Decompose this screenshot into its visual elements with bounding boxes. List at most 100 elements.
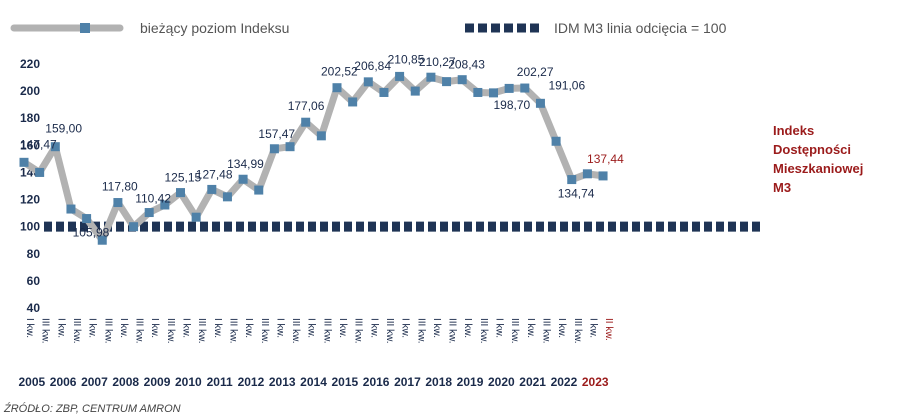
data-point	[520, 83, 530, 93]
year-label: 2011	[207, 375, 233, 389]
quarter-tick-label: III kw.	[227, 318, 238, 344]
year-label: 2014	[300, 375, 327, 389]
y-tick-label: 80	[27, 247, 41, 261]
quarter-tick-label: III kw.	[102, 318, 113, 344]
year-label: 2005	[18, 375, 45, 389]
quarter-tick-label: I kw.	[181, 318, 192, 338]
data-point	[129, 222, 139, 232]
quarter-tick-label: III kw.	[196, 318, 207, 344]
year-label: 2021	[519, 375, 546, 389]
data-point	[97, 235, 107, 245]
year-label: 2022	[551, 375, 578, 389]
side-annotation-line: M3	[773, 180, 791, 195]
quarter-tick-label: I kw.	[212, 318, 223, 338]
data-point	[410, 86, 420, 96]
data-point	[19, 157, 29, 167]
data-label: 147,47	[20, 137, 57, 151]
quarter-tick-label: III kw.	[540, 318, 551, 344]
quarter-tick-label: I kw.	[306, 318, 317, 338]
data-point	[285, 142, 295, 152]
legend-series-label: bieżący poziom Indeksu	[140, 20, 289, 36]
data-label: 159,00	[45, 122, 82, 136]
quarter-tick-label: III kw.	[321, 318, 332, 344]
data-point	[316, 131, 326, 141]
side-annotation-line: Indeks	[773, 123, 814, 138]
data-label: 105,98	[73, 226, 110, 240]
legend-series-marker	[80, 23, 90, 33]
quarter-tick-label: III kw.	[509, 318, 520, 344]
data-point	[269, 144, 279, 154]
data-label: 210,85	[388, 52, 425, 66]
series-markers	[19, 71, 608, 245]
data-point	[254, 185, 264, 195]
year-label: 2020	[488, 375, 515, 389]
quarter-tick-label: III kw.	[384, 318, 395, 344]
data-point	[457, 75, 467, 85]
year-label: 2015	[331, 375, 358, 389]
data-point	[82, 214, 92, 224]
data-label: 210,27	[419, 55, 456, 69]
quarter-tick-label: I kw.	[525, 318, 536, 338]
legend-threshold-label: IDM M3 linia odcięcia = 100	[554, 20, 727, 36]
data-point	[473, 87, 483, 97]
quarter-tick-label: I kw.	[494, 318, 505, 338]
quarter-tick-label: I kw.	[431, 318, 442, 338]
quarter-tick-label: I kw.	[587, 318, 598, 338]
source-note: ŹRÓDŁO: ZBP, CENTRUM AMRON	[3, 402, 181, 415]
y-tick-label: 60	[27, 274, 41, 288]
y-tick-label: 180	[20, 111, 40, 125]
data-point	[222, 192, 232, 202]
year-label: 2012	[238, 375, 265, 389]
quarter-tick-label: III kw.	[259, 318, 270, 344]
data-point	[567, 175, 577, 185]
y-tick-label: 100	[20, 220, 40, 234]
year-label: 2008	[112, 375, 139, 389]
year-label: 2010	[175, 375, 202, 389]
data-label: 127,48	[196, 167, 233, 181]
data-point	[191, 212, 201, 222]
quarter-tick-label: I kw.	[118, 318, 129, 338]
quarter-tick-label: I kw.	[87, 318, 98, 338]
year-label: 2007	[81, 375, 108, 389]
data-point	[176, 188, 185, 198]
year-label: 2019	[457, 375, 484, 389]
data-point	[582, 169, 592, 179]
quarter-tick-label: III kw.	[353, 318, 364, 344]
quarter-tick-label: I kw.	[274, 318, 285, 338]
data-point	[551, 136, 561, 146]
data-label: 177,06	[288, 99, 325, 113]
year-label: 2017	[394, 375, 421, 389]
data-label: 208,43	[448, 58, 485, 72]
quarter-tick-label: II kw.	[603, 318, 614, 341]
year-label: 2006	[50, 375, 77, 389]
data-label: 137,44	[587, 152, 624, 166]
quarter-tick-label: III kw.	[71, 318, 82, 344]
data-label: 125,15	[165, 171, 202, 185]
data-point	[238, 174, 248, 184]
quarter-tick-label: III kw.	[478, 318, 489, 344]
quarter-tick-label: I kw.	[149, 318, 160, 338]
year-label: 2009	[144, 375, 171, 389]
quarter-tick-label: III kw.	[134, 318, 145, 344]
data-label: 117,80	[102, 180, 138, 194]
data-label: 198,70	[494, 98, 531, 112]
quarter-tick-label: I kw.	[368, 318, 379, 338]
quarter-tick-label: I kw.	[55, 318, 66, 338]
quarter-tick-label: I kw.	[462, 318, 473, 338]
data-point	[35, 167, 45, 177]
data-point	[160, 200, 170, 210]
quarter-tick-label: I kw.	[24, 318, 35, 338]
data-point	[379, 87, 389, 97]
year-label: 2018	[425, 375, 452, 389]
y-tick-label: 40	[27, 301, 41, 315]
quarter-tick-label: I kw.	[400, 318, 411, 338]
quarter-tick-label: III kw.	[415, 318, 426, 344]
year-label: 2016	[363, 375, 390, 389]
data-label: 134,99	[227, 157, 264, 171]
data-point	[301, 117, 311, 127]
data-label: 134,74	[558, 187, 595, 201]
data-point	[504, 83, 514, 93]
quarter-tick-label: III kw.	[40, 318, 51, 344]
